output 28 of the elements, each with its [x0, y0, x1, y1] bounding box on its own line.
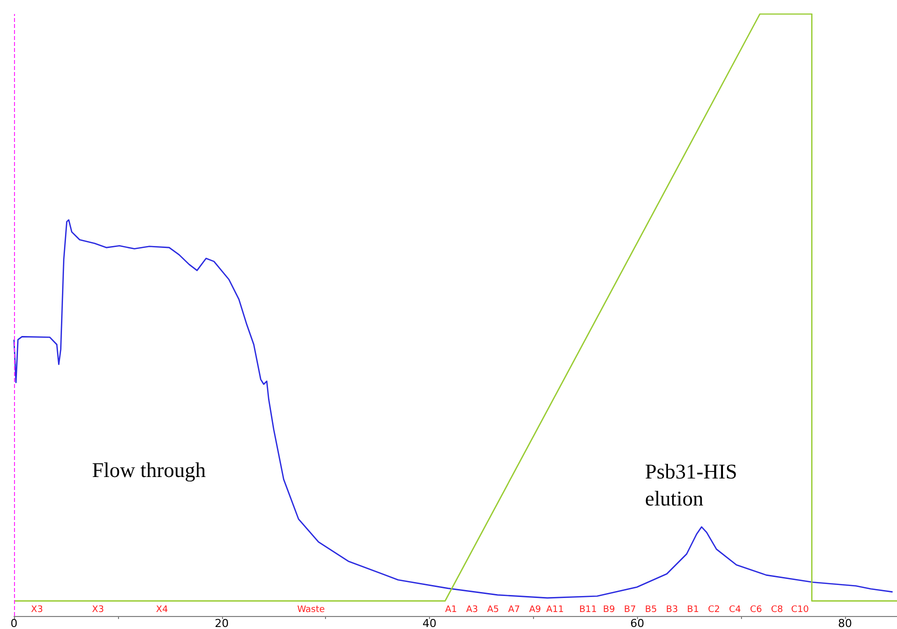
annotation: A3	[466, 605, 478, 615]
annotation: X3	[92, 605, 104, 615]
annotation: C4	[728, 605, 742, 615]
x-tick-label: 80	[838, 617, 852, 629]
annotation: A1	[445, 605, 457, 615]
annotation: C10	[791, 605, 810, 615]
x-tick-label: 0	[10, 617, 18, 629]
annotation: Psb31-HIS elution	[645, 460, 738, 510]
annotation: C6	[750, 605, 762, 615]
annotation: C2	[708, 605, 720, 615]
annotation: B3	[666, 605, 678, 615]
annotation: A9	[529, 605, 542, 615]
x-tick-label: 20	[214, 617, 229, 629]
annotation: A7	[508, 605, 520, 615]
annotation: C8	[770, 605, 784, 615]
annotation: Waste	[297, 605, 326, 615]
annotation: B7	[624, 605, 636, 615]
annotation: B11	[579, 605, 597, 615]
x-tick-label: 60	[630, 617, 644, 629]
annotation: A5	[487, 605, 499, 615]
annotation: Flow through	[92, 458, 206, 482]
annotation: B1	[687, 605, 699, 615]
x-tick-label: 40	[422, 617, 437, 629]
annotation: X3	[31, 605, 43, 615]
annotation: B9	[603, 605, 616, 615]
annotation: B5	[645, 605, 657, 615]
annotation: X4	[156, 605, 168, 615]
annotation: A11	[546, 605, 564, 615]
